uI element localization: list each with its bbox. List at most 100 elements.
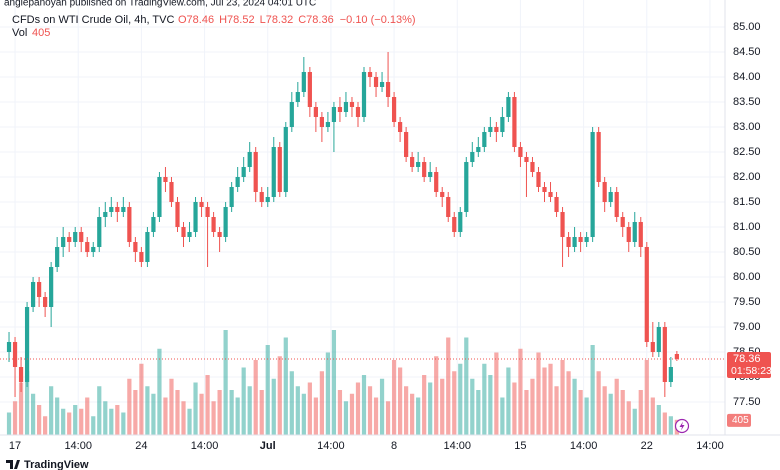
candle-body	[662, 327, 667, 382]
volume-bar	[536, 352, 541, 435]
volume-bar	[548, 363, 553, 435]
lightning-icon[interactable]	[674, 418, 690, 434]
y-tick-label: 82.50	[733, 146, 761, 158]
y-tick-label: 84.00	[733, 71, 761, 83]
candle-body	[397, 122, 403, 132]
volume-bar	[79, 408, 84, 435]
brand-logo[interactable]	[6, 460, 20, 469]
volume-bar	[416, 397, 421, 435]
candle-body	[337, 107, 343, 112]
ohlc-label: C78.36	[298, 14, 333, 26]
volume-bar	[91, 416, 96, 435]
volume-bar	[181, 401, 186, 435]
volume-bar	[235, 397, 240, 435]
candle-body	[193, 202, 198, 232]
volume-bar	[488, 375, 493, 435]
volume-bar	[157, 348, 162, 435]
candle-body	[590, 132, 595, 237]
volume-title: Vol	[12, 27, 27, 39]
candle-body	[325, 122, 331, 127]
y-tick-label: 83.50	[733, 96, 761, 108]
candle-body	[638, 222, 643, 247]
x-tick-label: 22	[641, 440, 653, 452]
candle-body	[434, 172, 439, 192]
x-tick-label: 14:00	[191, 440, 219, 452]
volume-bar	[85, 397, 90, 435]
candle-body	[217, 232, 222, 237]
candle-body	[476, 147, 481, 152]
candle-body	[349, 102, 355, 107]
volume-bar	[199, 393, 204, 435]
candle-body	[43, 297, 48, 307]
candle-body	[379, 82, 385, 87]
candle-body	[271, 147, 276, 197]
candle-body	[259, 192, 264, 202]
volume-bar	[205, 375, 210, 435]
volume-bar	[193, 382, 198, 435]
volume-bar	[331, 330, 337, 435]
candle-body	[422, 162, 427, 177]
candle-body	[61, 237, 66, 247]
volume-bar	[458, 363, 463, 435]
volume-bar	[464, 337, 469, 435]
x-tick-label: 8	[391, 440, 397, 452]
y-tick-label: 82.00	[733, 171, 761, 183]
y-tick-label: 79.50	[733, 296, 761, 308]
volume-legend: 405	[32, 27, 50, 39]
candle-body	[452, 217, 457, 232]
candle-body	[566, 237, 571, 247]
volume-bar	[512, 382, 517, 435]
candle-body	[265, 197, 270, 202]
volume-bar	[590, 345, 595, 435]
candle-body	[211, 217, 216, 232]
volume-bar	[151, 393, 156, 435]
volume-bar	[542, 367, 547, 435]
candle-body	[584, 237, 589, 242]
volume-bar	[24, 371, 30, 435]
x-tick-label: 14:00	[570, 440, 598, 452]
candle-body	[55, 247, 60, 267]
candle-body	[157, 177, 162, 217]
candle-body	[24, 307, 30, 382]
candle-body	[187, 232, 192, 237]
candle-body	[79, 232, 84, 242]
candle-body	[139, 252, 144, 262]
volume-bar	[49, 386, 54, 435]
x-tick-label: 15	[514, 440, 526, 452]
y-tick-label: 80.00	[733, 271, 761, 283]
volume-bar	[37, 405, 42, 435]
candle-body	[440, 192, 445, 197]
y-tick-label: 85.00	[733, 21, 761, 33]
candle-body	[277, 147, 282, 192]
candle-body	[319, 117, 324, 127]
volume-bar	[554, 386, 559, 435]
volume-bar	[127, 378, 132, 435]
volume-bar	[410, 393, 415, 435]
volume-bar	[349, 393, 355, 435]
last-price-tag	[727, 352, 771, 378]
candle-body	[313, 107, 318, 117]
chart-title: CFDs on WTI Crude Oil, 4h, TVC	[12, 14, 174, 26]
brand[interactable]: TradingView	[24, 459, 89, 470]
volume-bar	[265, 345, 270, 435]
volume-bar	[12, 401, 18, 435]
volume-bar	[277, 356, 282, 435]
candle-body	[416, 162, 421, 167]
change: −0.10 (−0.13%)	[340, 14, 416, 26]
volume-bar	[506, 367, 511, 435]
ohlc-label: H78.52	[219, 14, 254, 26]
volume-bar	[18, 382, 24, 435]
candle-body	[235, 177, 240, 187]
x-tick-label: 24	[135, 440, 147, 452]
volume-bar	[67, 412, 72, 435]
volume-bar	[30, 393, 36, 435]
candle-body	[500, 117, 505, 132]
y-tick-label: 77.50	[733, 396, 761, 408]
candle-body	[470, 152, 475, 162]
candle-body	[446, 197, 451, 217]
volume-bar	[283, 337, 288, 435]
candle-body	[560, 212, 565, 237]
volume-bar	[584, 397, 589, 435]
